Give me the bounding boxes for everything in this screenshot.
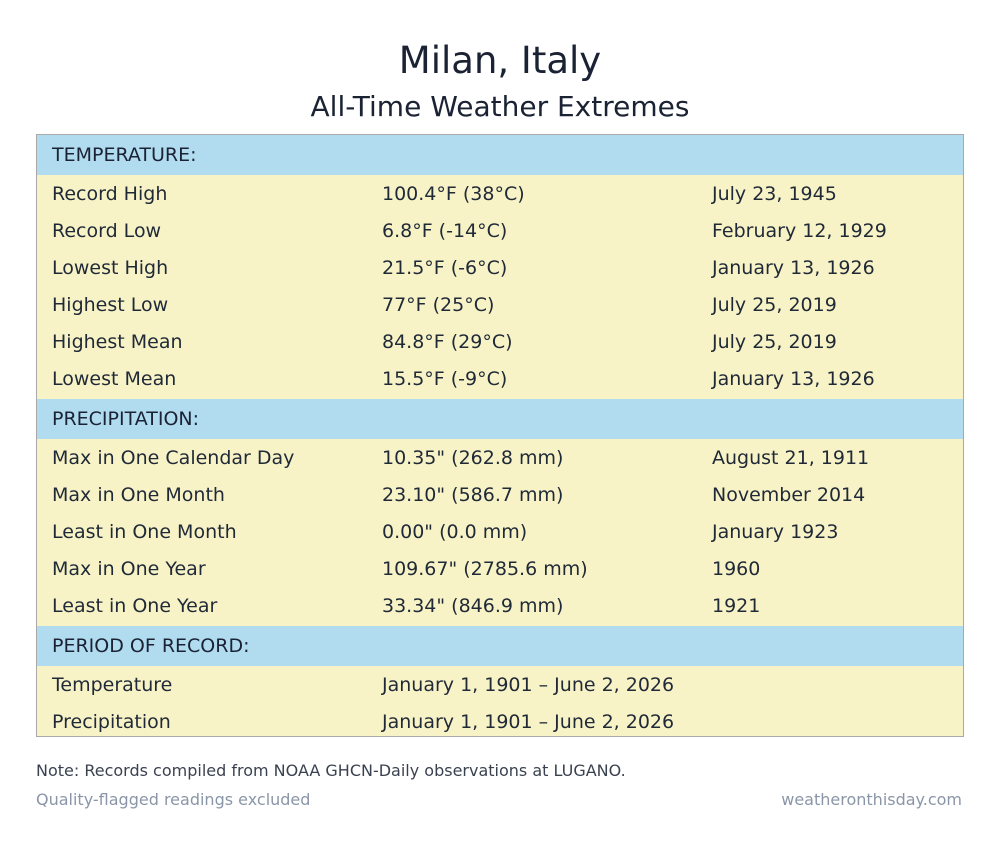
row-label: Record High	[52, 183, 168, 205]
section-header-period-of-record: PERIOD OF RECORD:	[37, 626, 963, 666]
row-label: Max in One Year	[52, 558, 206, 580]
source-note: Note: Records compiled from NOAA GHCN-Da…	[36, 761, 626, 780]
table-row: Max in One Month 23.10" (586.7 mm) Novem…	[37, 477, 963, 514]
table-row: Highest Low 77°F (25°C) July 25, 2019	[37, 287, 963, 324]
site-credit: weatheronthisday.com	[781, 790, 962, 809]
row-date: 1921	[712, 595, 761, 617]
row-label: Highest Mean	[52, 331, 183, 353]
row-date: February 12, 1929	[712, 220, 887, 242]
row-date: July 25, 2019	[712, 331, 837, 353]
page-subtitle: All-Time Weather Extremes	[310, 90, 690, 123]
row-label: Highest Low	[52, 294, 169, 316]
row-date: August 21, 1911	[712, 447, 870, 469]
table-row: Highest Mean 84.8°F (29°C) July 25, 2019	[37, 324, 963, 361]
row-label: Max in One Month	[52, 484, 225, 506]
table-row: Lowest High 21.5°F (-6°C) January 13, 19…	[37, 250, 963, 287]
row-value: January 1, 1901 – June 2, 2026	[382, 674, 675, 696]
row-date: July 25, 2019	[712, 294, 837, 316]
table-row: Record High 100.4°F (38°C) July 23, 1945	[37, 176, 963, 213]
row-value: 23.10" (586.7 mm)	[382, 484, 564, 506]
section-header-precipitation: PRECIPITATION:	[37, 399, 963, 439]
row-label: Lowest Mean	[52, 368, 177, 390]
table-row: Precipitation January 1, 1901 – June 2, …	[37, 704, 963, 741]
table-row: Lowest Mean 15.5°F (-9°C) January 13, 19…	[37, 361, 963, 398]
row-date: November 2014	[712, 484, 866, 506]
row-label: Lowest High	[52, 257, 169, 279]
row-value: 100.4°F (38°C)	[382, 183, 525, 205]
row-value: 0.00" (0.0 mm)	[382, 521, 528, 543]
row-date: 1960	[712, 558, 761, 580]
table-row: Least in One Year 33.34" (846.9 mm) 1921	[37, 588, 963, 625]
row-value: 84.8°F (29°C)	[382, 331, 513, 353]
table-row: Max in One Year 109.67" (2785.6 mm) 1960	[37, 551, 963, 588]
row-value: 6.8°F (-14°C)	[382, 220, 508, 242]
row-value: 77°F (25°C)	[382, 294, 495, 316]
row-value: 10.35" (262.8 mm)	[382, 447, 564, 469]
table-row: Record Low 6.8°F (-14°C) February 12, 19…	[37, 213, 963, 250]
row-value: 109.67" (2785.6 mm)	[382, 558, 588, 580]
row-label: Max in One Calendar Day	[52, 447, 295, 469]
row-label: Temperature	[52, 674, 173, 696]
row-label: Record Low	[52, 220, 162, 242]
row-date: January 13, 1926	[712, 368, 875, 390]
extremes-table: TEMPERATURE: Record High 100.4°F (38°C) …	[36, 134, 964, 737]
row-value: 33.34" (846.9 mm)	[382, 595, 564, 617]
row-label: Least in One Year	[52, 595, 218, 617]
page-title: Milan, Italy	[398, 39, 602, 82]
section-body-temperature: Record High 100.4°F (38°C) July 23, 1945…	[37, 175, 963, 399]
quality-note: Quality-flagged readings excluded	[36, 790, 311, 809]
row-date: January 1923	[712, 521, 839, 543]
section-body-precipitation: Max in One Calendar Day 10.35" (262.8 mm…	[37, 439, 963, 626]
table-row: Least in One Month 0.00" (0.0 mm) Januar…	[37, 514, 963, 551]
row-value: 21.5°F (-6°C)	[382, 257, 508, 279]
row-label: Precipitation	[52, 711, 171, 733]
table-row: Temperature January 1, 1901 – June 2, 20…	[37, 667, 963, 704]
section-body-period-of-record: Temperature January 1, 1901 – June 2, 20…	[37, 666, 963, 742]
section-header-temperature: TEMPERATURE:	[37, 135, 963, 175]
row-value: January 1, 1901 – June 2, 2026	[382, 711, 675, 733]
row-date: July 23, 1945	[712, 183, 837, 205]
row-date: January 13, 1926	[712, 257, 875, 279]
table-row: Max in One Calendar Day 10.35" (262.8 mm…	[37, 440, 963, 477]
row-label: Least in One Month	[52, 521, 237, 543]
row-value: 15.5°F (-9°C)	[382, 368, 508, 390]
